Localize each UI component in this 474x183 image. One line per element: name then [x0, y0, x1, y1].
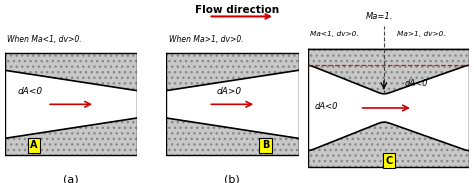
Text: (a): (a)	[64, 175, 79, 183]
Text: When Ma<1, dv>0.: When Ma<1, dv>0.	[8, 35, 82, 44]
Text: dA<0: dA<0	[18, 87, 43, 96]
Text: When Ma>1, dv>0.: When Ma>1, dv>0.	[169, 35, 243, 44]
Text: dA<0: dA<0	[405, 79, 428, 88]
Text: A: A	[30, 140, 38, 150]
Text: Flow direction: Flow direction	[195, 5, 279, 16]
Text: Ma>1, dv>0.: Ma>1, dv>0.	[397, 31, 446, 37]
Text: C: C	[385, 156, 392, 166]
Text: dA<0: dA<0	[315, 102, 338, 111]
Text: B: B	[262, 140, 269, 150]
Text: Ma<1, dv>0.: Ma<1, dv>0.	[310, 31, 358, 37]
Text: dA>0: dA>0	[216, 87, 241, 96]
Text: Ma=1.: Ma=1.	[366, 12, 393, 21]
Text: (b): (b)	[224, 175, 240, 183]
